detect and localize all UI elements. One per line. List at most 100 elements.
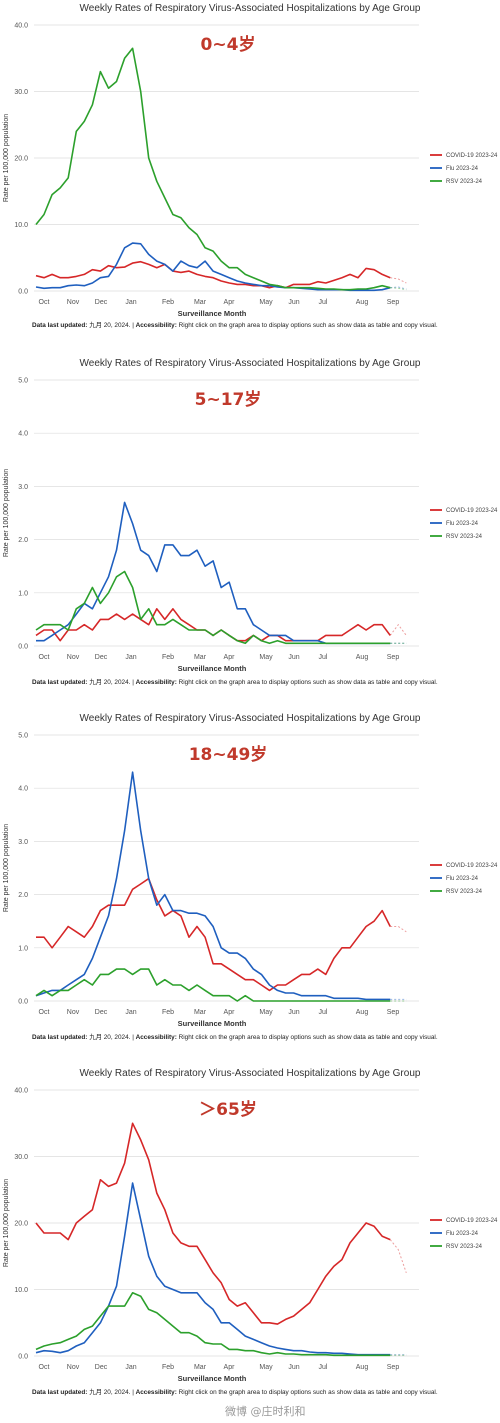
accessibility-label: Accessibility:: [135, 322, 177, 329]
accessibility-text: Right click on the graph area to display…: [178, 679, 438, 686]
chart-panel-5-17: Weekly Rates of Respiratory Virus-Associ…: [0, 355, 500, 690]
x-tick-label: Aug: [356, 299, 369, 306]
legend-label-rsv: RSV 2023-24: [446, 179, 483, 185]
y-tick-label: 2.0: [18, 892, 28, 899]
chart-panel-65-plus: Weekly Rates of Respiratory Virus-Associ…: [0, 1065, 500, 1405]
x-tick-label: Aug: [356, 1364, 369, 1371]
legend-label-flu: Flu 2023-24: [446, 1231, 479, 1237]
x-tick-label: Dec: [95, 1009, 108, 1016]
x-tick-label: Jul: [319, 654, 328, 661]
chart-title: Weekly Rates of Respiratory Virus-Associ…: [80, 1068, 421, 1079]
series-line-rsv: [35, 968, 391, 1002]
accessibility-label: Accessibility:: [135, 679, 177, 686]
x-tick-label: May: [259, 654, 273, 661]
series-line-flu: [35, 1182, 391, 1356]
chart-svg-0-4: Weekly Rates of Respiratory Virus-Associ…: [3, 3, 498, 318]
x-tick-label: May: [259, 1009, 273, 1016]
legend-label-rsv: RSV 2023-24: [446, 889, 483, 895]
x-axis-label: Surveillance Month: [178, 1374, 247, 1383]
x-tick-label: Mar: [194, 654, 207, 661]
x-tick-label: Jan: [125, 1009, 136, 1016]
updated-label: Data last updated:: [32, 1389, 88, 1396]
x-tick-label: Oct: [39, 654, 50, 661]
age-group-label: 0~4岁: [201, 34, 256, 55]
note-separator: |: [132, 1389, 134, 1396]
series-tail-covid: [390, 277, 407, 284]
x-tick-label: Feb: [162, 299, 174, 306]
y-tick-label: 1.0: [18, 945, 28, 952]
y-axis-label: Rate per 100,000 population: [3, 114, 10, 202]
chart-title: Weekly Rates of Respiratory Virus-Associ…: [80, 358, 421, 369]
data-updated-note: Data last updated: 九月 20, 2024. | Access…: [32, 320, 438, 329]
x-axis-label: Surveillance Month: [178, 309, 247, 318]
series-line-covid: [35, 1122, 391, 1325]
chart-title: Weekly Rates of Respiratory Virus-Associ…: [80, 3, 421, 14]
updated-value: 九月 20, 2024.: [89, 679, 131, 686]
x-tick-label: Oct: [39, 1009, 50, 1016]
y-tick-label: 20.0: [14, 1221, 28, 1228]
x-tick-label: Jul: [319, 1009, 328, 1016]
chart-svg-5-17: Weekly Rates of Respiratory Virus-Associ…: [3, 358, 498, 673]
x-tick-label: Aug: [356, 654, 369, 661]
x-tick-label: Jun: [288, 1364, 299, 1371]
y-tick-label: 1.0: [18, 590, 28, 597]
series-line-flu: [35, 242, 391, 292]
series-tail-covid: [389, 1239, 407, 1274]
series-line-covid: [36, 877, 391, 992]
series-line-flu: [35, 771, 391, 1001]
legend-label-flu: Flu 2023-24: [446, 876, 479, 882]
series-tail-flu: [390, 286, 407, 290]
x-tick-label: Mar: [194, 1364, 207, 1371]
x-tick-label: Aug: [356, 1009, 369, 1016]
accessibility-label: Accessibility:: [135, 1389, 177, 1396]
x-tick-label: Sep: [387, 1364, 400, 1371]
legend-label-flu: Flu 2023-24: [446, 166, 479, 172]
x-tick-label: Jan: [125, 654, 136, 661]
accessibility-text: Right click on the graph area to display…: [178, 322, 438, 329]
legend-label-covid: COVID-19 2023-24: [446, 1218, 498, 1224]
y-tick-label: 20.0: [14, 156, 28, 163]
age-group-label: 18~49岁: [189, 744, 268, 765]
y-tick-label: 4.0: [18, 786, 28, 793]
y-axis-label: Rate per 100,000 population: [3, 469, 10, 557]
x-axis-label: Surveillance Month: [178, 1019, 247, 1028]
x-tick-label: Mar: [194, 1009, 207, 1016]
note-separator: |: [132, 322, 134, 329]
accessibility-text: Right click on the graph area to display…: [178, 1389, 438, 1396]
series-tail-covid: [390, 926, 407, 933]
age-group-label: ＞65岁: [199, 1099, 257, 1120]
legend-label-covid: COVID-19 2023-24: [446, 508, 498, 514]
y-tick-label: 0.0: [18, 999, 28, 1006]
updated-value: 九月 20, 2024.: [89, 1389, 131, 1396]
x-tick-label: Oct: [39, 1364, 50, 1371]
legend-label-covid: COVID-19 2023-24: [446, 863, 498, 869]
y-tick-label: 5.0: [18, 378, 28, 385]
weibo-watermark: 微博 @庄时利和: [225, 1405, 306, 1418]
x-axis-label: Surveillance Month: [178, 664, 247, 673]
x-tick-label: Sep: [387, 654, 400, 661]
series-line-rsv: [35, 1292, 391, 1357]
data-updated-note: Data last updated: 九月 20, 2024. | Access…: [32, 677, 438, 686]
legend-label-covid: COVID-19 2023-24: [446, 153, 498, 159]
y-tick-label: 5.0: [18, 733, 28, 740]
x-tick-label: Mar: [194, 299, 207, 306]
x-tick-label: Jun: [288, 654, 299, 661]
y-tick-label: 0.0: [18, 289, 28, 296]
series-tail-rsv: [390, 287, 407, 291]
y-axis-label: Rate per 100,000 population: [3, 1179, 10, 1267]
x-tick-label: Apr: [224, 299, 236, 306]
x-tick-label: Oct: [39, 299, 50, 306]
age-group-label: 5~17岁: [195, 389, 262, 410]
x-tick-label: Sep: [387, 299, 400, 306]
series-line-covid: [35, 260, 391, 289]
y-tick-label: 40.0: [14, 1088, 28, 1095]
data-updated-note: Data last updated: 九月 20, 2024. | Access…: [32, 1387, 438, 1396]
y-tick-label: 30.0: [14, 89, 28, 96]
x-tick-label: Apr: [224, 1364, 236, 1371]
y-axis-label: Rate per 100,000 population: [3, 824, 10, 912]
accessibility-label: Accessibility:: [135, 1034, 177, 1041]
y-tick-label: 10.0: [14, 1287, 28, 1294]
data-updated-note: Data last updated: 九月 20, 2024. | Access…: [32, 1032, 438, 1041]
legend-label-rsv: RSV 2023-24: [446, 1244, 483, 1250]
x-tick-label: May: [259, 1364, 273, 1371]
